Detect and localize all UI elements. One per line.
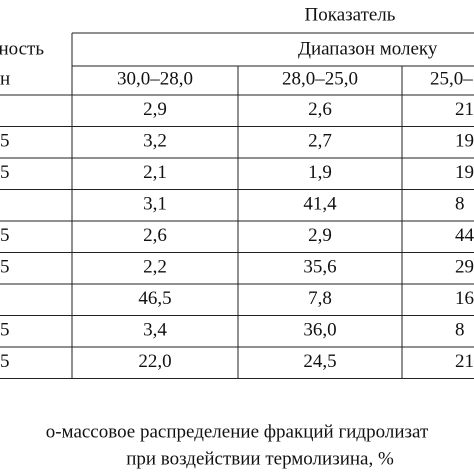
column-header: 28,0–25,0	[282, 68, 358, 89]
row-label: 5	[0, 131, 10, 152]
cell: 19	[455, 162, 474, 183]
row-label: 5	[0, 257, 10, 278]
cell: 2,2	[143, 257, 167, 278]
cell: 8	[455, 194, 465, 215]
grid	[71, 32, 474, 379]
left-header: н	[0, 68, 10, 89]
cell: 44	[455, 225, 474, 246]
cell: 2,9	[143, 99, 167, 120]
cell: 8	[455, 320, 465, 341]
row-label: 5	[0, 225, 10, 246]
indicator-header: Показатель	[305, 4, 396, 25]
cell: 1,9	[308, 162, 332, 183]
caption-line: о-массовое распределение фракций гидроли…	[46, 421, 429, 442]
cell: 29	[455, 257, 474, 278]
cell: 7,8	[308, 288, 332, 309]
cell: 2,9	[308, 225, 332, 246]
cell: 2,6	[143, 225, 167, 246]
row-label: 5	[0, 320, 10, 341]
cell: 41,4	[303, 194, 337, 215]
range-header: Диапазон молеку	[298, 38, 438, 59]
cell: 3,4	[143, 320, 167, 341]
cell: 21	[455, 351, 474, 372]
cell: 35,6	[303, 257, 336, 278]
cell: 21	[455, 99, 474, 120]
cell: 16	[455, 288, 474, 309]
caption-line: при воздействии термолизина, %	[126, 448, 394, 469]
row-label: 5	[0, 351, 10, 372]
column-header: 25,0–	[430, 68, 473, 89]
cell: 46,5	[138, 288, 171, 309]
left-header: ность	[0, 38, 44, 59]
cell: 3,2	[143, 131, 167, 152]
cell: 2,6	[308, 99, 332, 120]
cell: 3,1	[143, 194, 167, 215]
cell: 2,1	[143, 162, 167, 183]
cell: 22,0	[138, 351, 171, 372]
cell: 19	[455, 131, 474, 152]
row-label: 5	[0, 162, 10, 183]
cell: 24,5	[303, 351, 336, 372]
cell: 36,0	[303, 320, 336, 341]
cell: 2,7	[308, 131, 332, 152]
column-header: 30,0–28,0	[117, 68, 193, 89]
